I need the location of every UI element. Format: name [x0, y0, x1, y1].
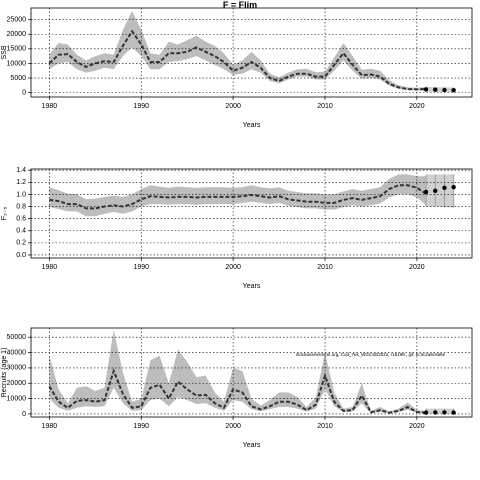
fbar-x-tick-label: 1990: [133, 264, 149, 271]
ssb-y-tick-label: 20000: [7, 31, 27, 38]
fishing-mortality-panel: 1980 1990 2000 2010 2020 0.0 0.2 0.4 0.6 0.8 1.0 1.…: [1, 167, 473, 290]
recruits-plot-frame: [30, 327, 473, 418]
recruits-x-tick-label: 1990: [133, 423, 149, 430]
recruits-projection-point: [442, 410, 447, 415]
ssb-projection-band: [426, 86, 454, 93]
fbar-y-tick-label: 0.0: [16, 252, 26, 259]
ssb-x-tick-label: 2010: [317, 103, 333, 110]
recruits-x-tick-label: 2020: [409, 423, 425, 430]
fbar-projection-band: [426, 174, 454, 208]
fbar-x-tick-label: 1980: [42, 264, 58, 271]
ssb-y-tick-label: 5000: [10, 75, 26, 82]
ssb-projection-point: [423, 87, 429, 92]
recruits-y-tick-label: 0: [22, 411, 26, 418]
recruitment-panel: 1980 1990 2000 2010 2020 0 10000 20000 30000 4000…: [1, 327, 473, 449]
ssb-confidence-band: [49, 10, 427, 91]
ssb-x-tick-label: 2020: [409, 103, 425, 110]
fbar-projection-point: [442, 185, 447, 190]
recruits-x-tick-label: 1980: [42, 423, 58, 430]
figure-title: F = Flim: [223, 0, 257, 10]
fbar-y-tick-label: 1.4: [16, 167, 26, 174]
fbar-y-tick-label: 1.0: [16, 191, 26, 198]
recruits-y-tick-label: 40000: [7, 349, 27, 356]
recruits-x-axis-label: Years: [243, 442, 261, 449]
fbar-y-tick-label: 0.8: [16, 203, 26, 210]
recruits-y-tick-label: 10000: [7, 395, 27, 402]
fbar-y-tick-label: 1.2: [16, 179, 26, 186]
ssb-y-axis-label: SSB: [1, 45, 8, 59]
recruits-projection-point: [423, 410, 429, 415]
ssb-y-tick-label: 0: [22, 89, 26, 96]
recruits-y-tick-label: 20000: [7, 380, 27, 387]
fbar-projection-point: [451, 184, 456, 190]
ssb-plot-frame: [30, 7, 473, 98]
fbar-x-tick-label: 2020: [409, 264, 425, 271]
recruits-x-tick-label: 2010: [317, 423, 333, 430]
fbar-y-axis-label: F₂₋₅: [1, 207, 8, 221]
recruits-projection-point: [433, 410, 438, 415]
ssb-median-line: [48, 29, 427, 91]
recruits-confidence-band: [49, 329, 427, 414]
fbar-confidence-band: [49, 174, 427, 217]
recruits-projection-band: [426, 408, 454, 414]
fbar-x-axis-label: Years: [243, 283, 261, 290]
ssb-x-tick-label: 2000: [225, 103, 241, 110]
fbar-median-line: [49, 184, 427, 210]
recruits-projection-point: [451, 410, 456, 415]
recruits-y-tick-label: 30000: [7, 365, 27, 372]
fbar-y-tick-label: 0.6: [16, 215, 26, 222]
fbar-projection-point: [423, 189, 429, 195]
ssb-x-axis-label: Years: [243, 122, 261, 129]
ssb-panel: 1980 1990 2000 2010 2020 0 5000 10000 15000 20000…: [1, 7, 473, 129]
fbar-x-tick-label: 2000: [225, 264, 241, 271]
fbar-y-tick-label: 0.2: [16, 240, 26, 247]
ssb-projection-point: [433, 87, 438, 92]
ssb-projection-point: [451, 87, 456, 93]
ssb-x-tick-label: 1980: [42, 103, 58, 110]
recruits-median-line: [48, 368, 427, 414]
recruits-x-tick-label: 2000: [225, 423, 241, 430]
source-annotation: stockassessment.org, Cod_7ek_WGCSE2022, …: [296, 352, 446, 357]
fbar-x-tick-label: 2010: [317, 264, 333, 271]
ssb-y-tick-label: 10000: [7, 60, 27, 67]
fbar-plot-frame: [30, 168, 473, 259]
ssb-projection-point: [442, 87, 447, 93]
ssb-x-tick-label: 1990: [133, 103, 149, 110]
fbar-projection-point: [433, 188, 438, 193]
recruits-y-tick-label: 50000: [7, 334, 27, 341]
ssb-y-tick-label: 15000: [7, 46, 27, 53]
recruits-y-axis-label: Recruits (age 1): [1, 348, 8, 398]
ssb-y-tick-label: 25000: [7, 17, 27, 24]
fbar-y-tick-label: 0.4: [16, 228, 26, 235]
